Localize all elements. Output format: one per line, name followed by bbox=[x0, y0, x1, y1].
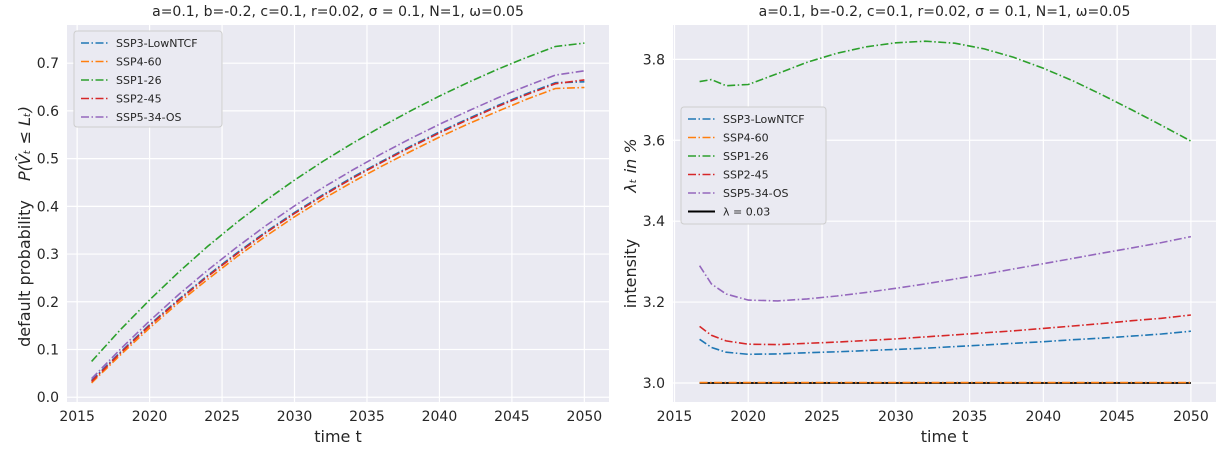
y-tick-label: 3.6 bbox=[643, 133, 665, 149]
left-x-axis-label: time t bbox=[314, 427, 362, 446]
x-tick-label: 2015 bbox=[657, 409, 693, 425]
x-tick-label: 2025 bbox=[204, 409, 240, 425]
legend-label: SSP5-34-OS bbox=[116, 111, 181, 124]
right-chart-title: a=0.1, b=-0.2, c=0.1, r=0.02, σ = 0.1, N… bbox=[759, 4, 1131, 20]
y-tick-label: 3.0 bbox=[643, 376, 665, 392]
x-tick-label: 2050 bbox=[1173, 409, 1209, 425]
y-tick-label: 0.2 bbox=[37, 295, 59, 311]
x-tick-label: 2015 bbox=[59, 409, 95, 425]
legend-label: SSP2-45 bbox=[723, 169, 769, 182]
left-chart-panel: 2015 2020 2025 2030 2035 2040 2045 2050 0.0 0.1 0.… bbox=[15, 4, 609, 446]
x-tick-label: 2045 bbox=[1099, 409, 1135, 425]
series-line-ssp2-45 bbox=[699, 314, 1191, 346]
legend-label: SSP5-34-OS bbox=[723, 187, 788, 200]
series-line-ssp3-lowntcf bbox=[699, 330, 1191, 356]
series-line-ssp2-45 bbox=[91, 79, 585, 383]
left-legend: SSP3-LowNTCF SSP4-60 SSP1-26 SSP2-45 SSP5-34… bbox=[73, 30, 223, 128]
legend-label: SSP4-60 bbox=[723, 132, 769, 145]
x-tick-label: 2040 bbox=[1026, 409, 1062, 425]
y-tick-label: 3.4 bbox=[643, 214, 665, 230]
right-y-axis-label: intensity bbox=[621, 239, 640, 308]
right-y-axis-math-label: λₜ in % bbox=[621, 138, 640, 193]
y-tick-label: 0.5 bbox=[37, 152, 59, 168]
series-line-ssp1-26 bbox=[91, 42, 585, 362]
y-tick-label: 0.4 bbox=[37, 199, 59, 215]
series-line-ssp1-26 bbox=[699, 40, 1192, 142]
right-x-axis-label: time t bbox=[921, 427, 969, 446]
x-tick-label: 2050 bbox=[567, 409, 603, 425]
left-tick-labels: 2015 2020 2025 2030 2035 2040 2045 2050 0.0 0.1 0.… bbox=[37, 56, 602, 425]
x-tick-label: 2025 bbox=[804, 409, 840, 425]
left-series-lines bbox=[91, 42, 585, 384]
legend-box bbox=[680, 106, 827, 225]
x-tick-label: 2030 bbox=[878, 409, 914, 425]
y-tick-label: 0.1 bbox=[37, 343, 59, 359]
x-tick-label: 2020 bbox=[730, 409, 766, 425]
y-tick-label: 3.8 bbox=[643, 52, 665, 68]
x-tick-label: 2040 bbox=[422, 409, 458, 425]
left-y-axis-label: default probability bbox=[15, 200, 34, 347]
x-tick-label: 2030 bbox=[277, 409, 313, 425]
right-series-lines bbox=[698, 40, 1192, 384]
series-line-ssp5-34-os bbox=[698, 235, 1192, 302]
y-tick-label: 0.0 bbox=[37, 390, 59, 406]
right-legend: SSP3-LowNTCF SSP4-60 SSP1-26 SSP2-45 SSP5-34… bbox=[680, 106, 827, 225]
legend-label: λ = 0.03 bbox=[723, 206, 770, 219]
legend-label: SSP3-LowNTCF bbox=[723, 113, 805, 126]
left-y-axis-math-label: P(V̂ₜ ≤ Lₜ) bbox=[15, 106, 34, 181]
legend-label: SSP2-45 bbox=[116, 93, 162, 106]
legend-box bbox=[73, 30, 223, 128]
y-tick-label: 0.6 bbox=[37, 104, 59, 120]
right-chart-panel: 2015 2020 2025 2030 2035 2040 2045 2050 3.0 3.2 3.… bbox=[621, 4, 1216, 446]
legend-label: SSP3-LowNTCF bbox=[116, 37, 198, 50]
x-tick-label: 2035 bbox=[952, 409, 988, 425]
x-tick-label: 2020 bbox=[132, 409, 168, 425]
legend-label: SSP4-60 bbox=[116, 56, 162, 69]
x-tick-label: 2035 bbox=[349, 409, 385, 425]
legend-label: SSP1-26 bbox=[116, 74, 162, 87]
right-tick-labels: 2015 2020 2025 2030 2035 2040 2045 2050 3.0 3.2 3.… bbox=[643, 52, 1209, 425]
y-tick-label: 3.2 bbox=[643, 295, 665, 311]
x-tick-label: 2045 bbox=[494, 409, 530, 425]
y-tick-label: 0.3 bbox=[37, 247, 59, 263]
series-line-ssp4-60 bbox=[91, 86, 585, 384]
left-chart-title: a=0.1, b=-0.2, c=0.1, r=0.02, σ = 0.1, N… bbox=[152, 4, 524, 20]
y-tick-label: 0.7 bbox=[37, 56, 59, 72]
legend-label: SSP1-26 bbox=[723, 150, 769, 163]
